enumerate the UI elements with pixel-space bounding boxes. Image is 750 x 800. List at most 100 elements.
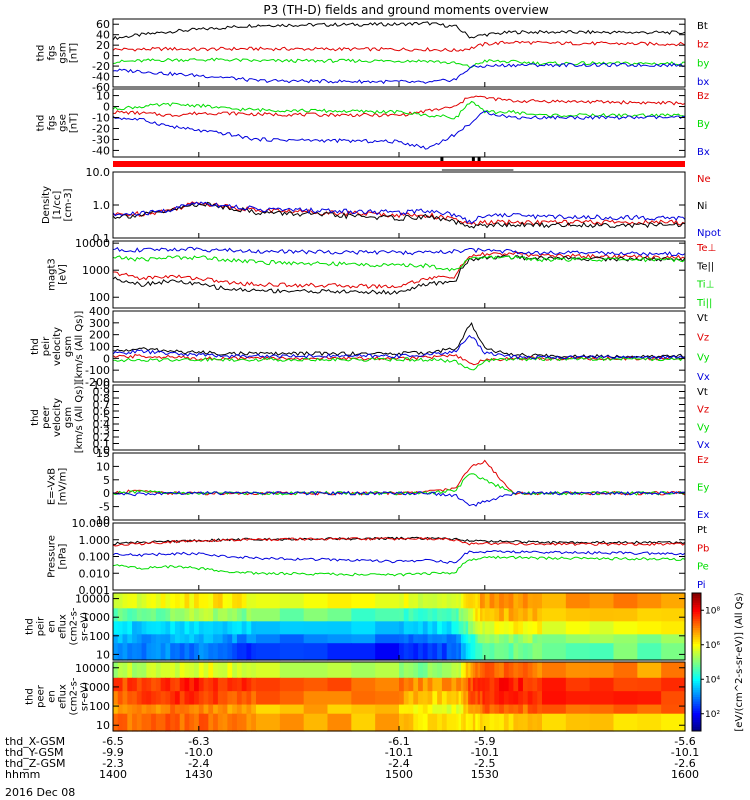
heatmap-cell [661,713,686,732]
heatmap-cell [437,662,443,679]
heatmap-cell [613,621,638,635]
heatmap-cell [151,704,157,715]
heatmap-cell [470,704,474,715]
heatmap-cell [399,634,405,644]
quality-flag-bar [113,157,685,171]
heatmap-cell [418,704,424,715]
heatmap-cell [480,713,484,732]
colorbar-tick-label: 10⁴ [705,675,720,685]
colorbar-swatch [692,664,701,668]
heatmap-cell [503,608,510,622]
heatmap-cell [351,608,376,622]
heatmap-cell [251,713,257,732]
heatmap-cell [470,608,474,622]
heatmap-cell [189,677,195,692]
x-tick-label: 1400 [99,768,127,781]
heatmap-cell [146,643,152,661]
heatmap-cell [213,593,219,609]
heatmap-cell [217,677,224,692]
heatmap-cell [203,608,209,622]
y-tick-label: 100 [89,630,110,643]
y-axis-label: en [47,620,58,633]
heatmap-cell [208,621,214,635]
legend-entry: Ex [697,510,709,521]
heatmap-cell [527,704,534,715]
heatmap-cell [170,713,176,732]
heatmap-cell [477,593,481,609]
heatmap-cell [184,608,190,622]
heatmap-cell [236,713,243,732]
heatmap-cell [458,677,462,692]
heatmap-cell [208,662,214,679]
heatmap-cell [470,691,474,706]
heatmap-cell [477,691,481,706]
heatmap-cell [208,634,214,644]
heatmap-cell [458,621,462,635]
heatmap-cell [160,643,167,661]
heatmap-cell [468,691,472,706]
colorbar-swatch [692,597,701,601]
heatmap-cell [475,713,479,732]
heatmap-cell [351,621,376,635]
heatmap-cell [458,593,462,609]
colorbar-swatch [692,710,701,714]
heatmap-cell [499,608,505,622]
heatmap-cell [637,643,662,661]
y-axis-label: [cm-3] [63,188,74,221]
series-line-Npot [112,201,686,225]
heatmap-cell [508,713,514,732]
heatmap-cell [155,634,162,644]
heatmap-cell [132,621,138,635]
heatmap-cell [437,704,443,715]
heatmap-cell [503,713,510,732]
y-tick-label: 10 [96,460,110,473]
heatmap-cell [432,677,438,692]
heatmap-cell [174,677,181,692]
heatmap-cell [375,643,400,661]
legend-entry: Pt [697,525,707,536]
heatmap-cell [279,691,305,706]
heatmap-cell [508,608,514,622]
heatmap-cell [155,608,162,622]
y-tick-label: 60 [96,18,110,31]
heatmap-cell [422,643,429,661]
heatmap-cell [422,621,429,635]
heatmap-cell [518,704,524,715]
heatmap-cell [155,691,162,706]
heatmap-cell [441,713,448,732]
heatmap-cell [136,608,143,622]
heatmap-cell [460,704,464,715]
heatmap-cell [222,713,228,732]
heatmap-cell [256,621,281,635]
heatmap-cell [565,634,591,644]
heatmap-cell [184,691,190,706]
heatmap-cell [437,713,443,732]
heatmap-cell [472,662,476,679]
colorbar-tick-label: 10⁶ [705,641,720,651]
heatmap-cell [256,643,281,661]
heatmap-cell [432,634,438,644]
heatmap-cell [184,643,190,661]
heatmap-cell [480,634,484,644]
heatmap-cell [413,608,419,622]
heatmap-cell [232,634,238,644]
heatmap-cell [303,643,329,661]
heatmap-cell [403,662,410,679]
heatmap-cell [472,593,476,609]
heatmap-cell [132,691,138,706]
heatmap-cell [422,662,429,679]
heatmap-cell [661,662,686,679]
heatmap-cell [408,643,414,661]
legend-entry: Npot [697,228,721,239]
heatmap-cell [482,643,486,661]
heatmap-cell [303,608,329,622]
heatmap-cell [403,608,410,622]
heatmap-cell [522,608,529,622]
panel-frame [112,384,686,451]
heatmap-cell [532,704,538,715]
heatmap-cell [179,621,186,635]
heatmap-cell [508,621,514,635]
heatmap-cell [513,634,519,644]
heatmap-cell [441,662,448,679]
heatmap-cell [542,643,567,661]
